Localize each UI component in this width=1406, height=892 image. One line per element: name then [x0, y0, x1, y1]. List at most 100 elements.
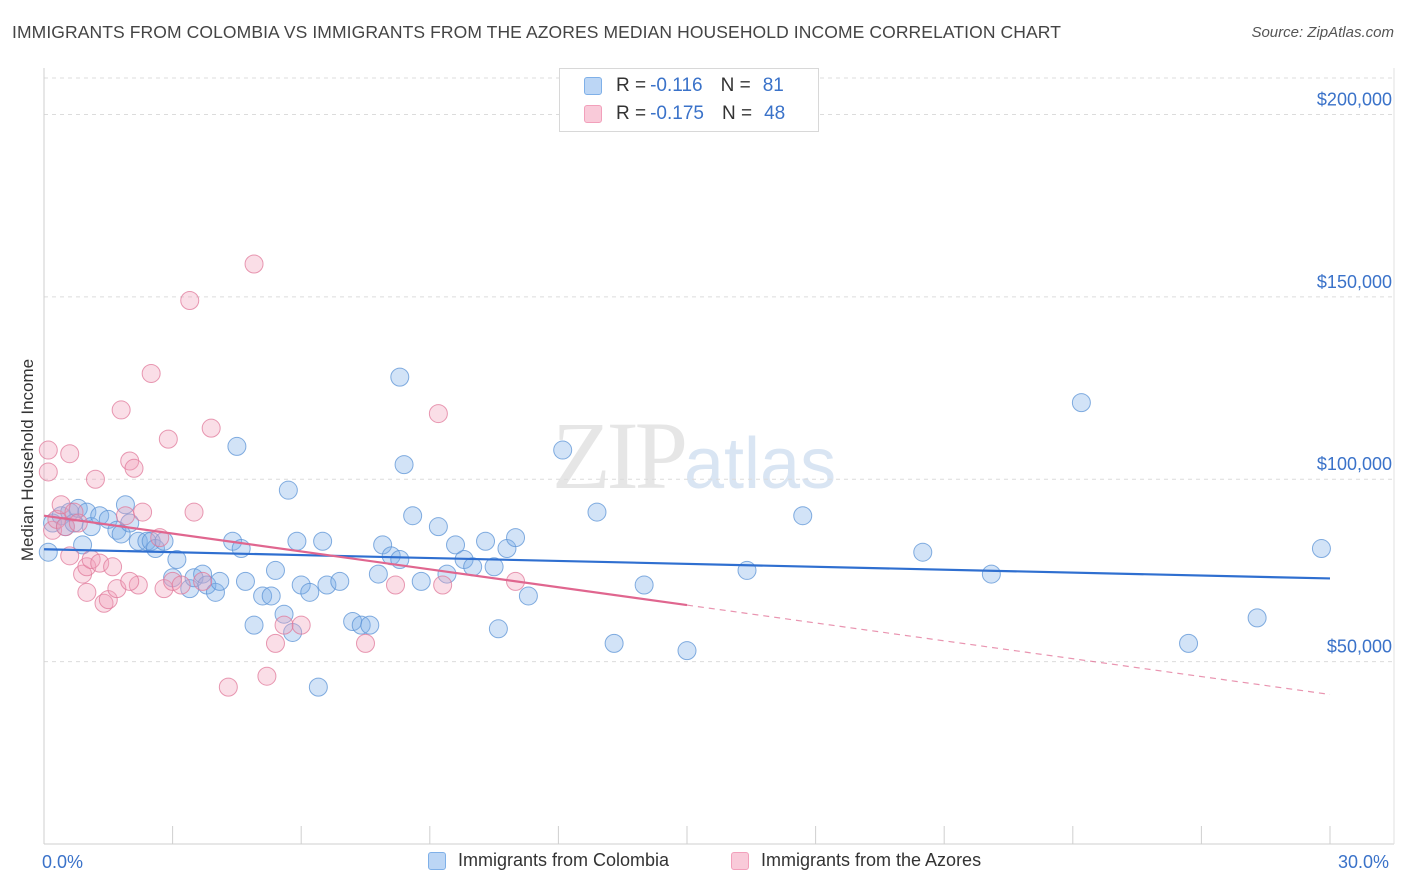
legend-r-value: -0.175	[650, 103, 704, 124]
azores-point	[158, 429, 178, 449]
legend-r-label: R =	[616, 75, 647, 96]
colombia-point	[634, 575, 654, 595]
azores-point	[38, 440, 58, 460]
azores-point	[180, 291, 200, 311]
colombia-point	[265, 560, 285, 580]
azores-point	[193, 571, 213, 591]
colombia-point	[205, 582, 225, 602]
colombia-point	[913, 542, 933, 562]
colombia-point	[210, 571, 230, 591]
azores-point	[120, 571, 140, 591]
y-tick-label: $100,000	[1317, 454, 1392, 474]
colombia-point	[274, 604, 294, 624]
azores-point	[218, 677, 238, 697]
colombia-point	[1179, 633, 1199, 653]
azores-point	[291, 615, 311, 635]
colombia-point	[38, 542, 58, 562]
colombia-point	[394, 455, 414, 475]
bottom-legend-azores: Immigrants from the Azores	[731, 850, 981, 871]
bottom-legend-label-colombia: Immigrants from Colombia	[458, 850, 670, 870]
colombia-point	[300, 582, 320, 602]
bottom-legend-colombia: Immigrants from Colombia	[428, 850, 669, 871]
watermark-atlas: atlas	[684, 424, 837, 504]
colombia-point	[167, 549, 187, 569]
colombia-point	[484, 557, 504, 577]
legend-r-label: R =	[616, 103, 647, 124]
azores-point	[356, 633, 375, 653]
legend-swatch-azores	[584, 105, 602, 123]
azores-point	[38, 462, 58, 482]
azores-point	[257, 666, 277, 686]
legend-n-value: 48	[764, 103, 786, 124]
colombia-point	[360, 615, 380, 635]
legend-row-colombia: R = -0.116 N = 81	[584, 73, 784, 99]
legend-r-value: -0.116	[650, 75, 703, 96]
y-axis-label: Median Household Income	[18, 358, 37, 562]
legend-n-label: N =	[720, 75, 751, 96]
azores-point	[133, 502, 153, 522]
azores-point	[43, 520, 63, 540]
colombia-point	[278, 480, 298, 500]
azores-trend-line	[43, 514, 688, 607]
colombia-point	[390, 367, 410, 387]
colombia-point	[1247, 608, 1267, 628]
azores-point	[60, 546, 80, 566]
colombia-point	[463, 557, 483, 577]
colombia-point	[476, 531, 496, 551]
x-axis-max-label: 30.0%	[1338, 852, 1390, 872]
colombia-point	[793, 506, 813, 526]
correlation-legend: R = -0.116 N = 81 R = -0.175 N = 48	[559, 68, 819, 132]
chart-title: IMMIGRANTS FROM COLOMBIA VS IMMIGRANTS F…	[12, 22, 1061, 42]
colombia-trend-line	[43, 548, 1331, 580]
azores-point	[64, 502, 84, 522]
colombia-point	[553, 440, 573, 460]
colombia-point	[488, 619, 508, 639]
colombia-point	[446, 535, 466, 555]
colombia-point	[368, 564, 388, 584]
colombia-point	[244, 615, 264, 635]
colombia-point	[308, 677, 328, 697]
legend-n-label: N =	[721, 103, 753, 124]
y-tick-label: $50,000	[1327, 637, 1392, 657]
colombia-point	[411, 571, 431, 591]
azores-point	[124, 458, 144, 478]
colombia-point	[235, 571, 255, 591]
azores-point	[265, 633, 285, 653]
azores-point	[77, 582, 97, 602]
azores-point	[90, 553, 110, 573]
legend-row-azores: R = -0.175 N = 48	[584, 101, 785, 127]
azores-point	[184, 502, 204, 522]
azores-point	[274, 615, 294, 635]
colombia-point	[604, 633, 624, 653]
colombia-point	[227, 436, 247, 456]
colombia-point	[677, 641, 697, 661]
azores-point	[68, 513, 88, 533]
bottom-legend-label-azores: Immigrants from the Azores	[761, 850, 982, 870]
watermark: ZIPatlas	[552, 400, 836, 511]
azores-point	[141, 363, 161, 383]
colombia-point	[115, 495, 135, 515]
azores-point	[60, 444, 80, 464]
azores-point	[201, 418, 221, 438]
colombia-point	[1071, 393, 1091, 413]
watermark-zip: ZIP	[552, 402, 688, 509]
colombia-point	[313, 531, 333, 551]
azores-point	[433, 575, 453, 595]
colombia-point	[403, 506, 423, 526]
azores-point	[171, 575, 191, 595]
azores-point	[428, 404, 448, 424]
bottom-legend-swatch-colombia	[428, 851, 446, 870]
y-tick-label: $200,000	[1317, 89, 1392, 109]
colombia-point	[518, 586, 538, 606]
colombia-point	[317, 575, 337, 595]
source-label: Source: ZipAtlas.com	[1251, 24, 1394, 41]
colombia-point	[193, 564, 213, 584]
azores-point	[85, 469, 105, 489]
colombia-point	[506, 528, 526, 548]
azores-point	[244, 254, 264, 274]
x-axis-min-label: 0.0%	[42, 852, 84, 872]
bottom-legend-swatch-azores	[731, 851, 749, 870]
colombia-point	[587, 502, 607, 522]
colombia-point	[1311, 539, 1331, 559]
